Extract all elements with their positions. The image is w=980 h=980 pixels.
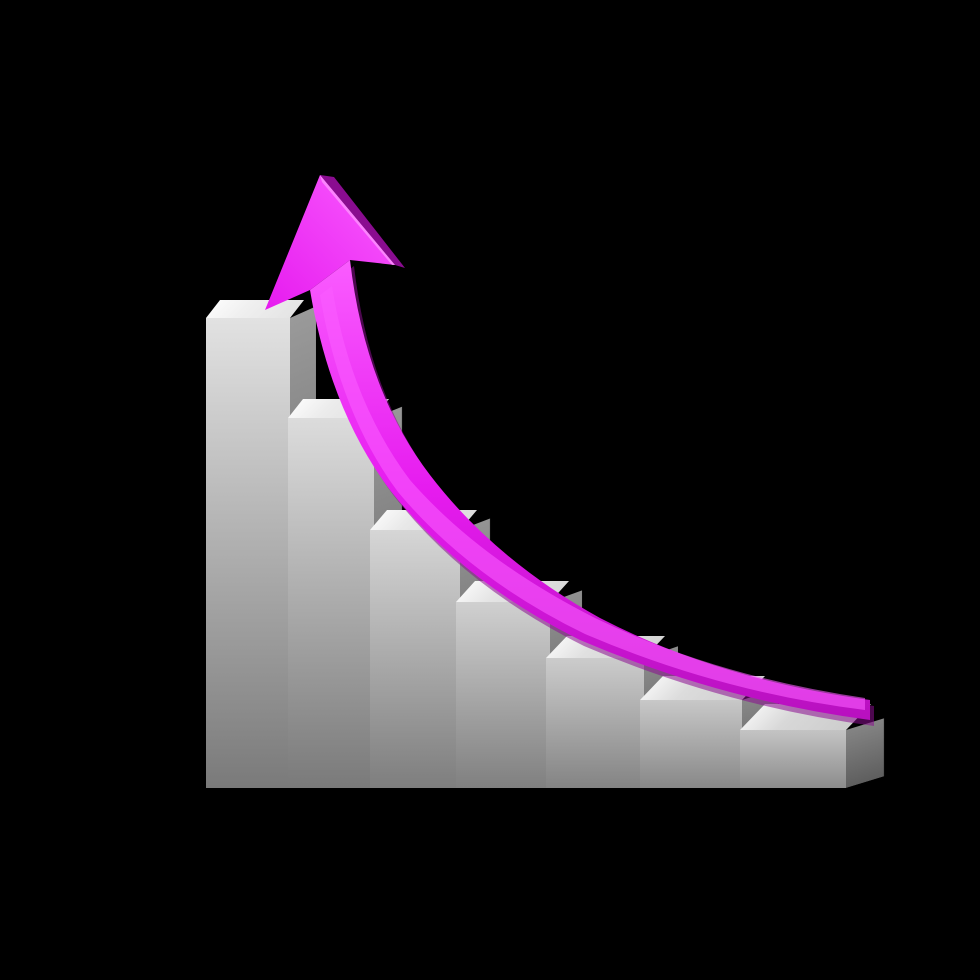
bar-top-face [206, 300, 304, 318]
bar-front-face [206, 318, 290, 788]
bar-front-face [640, 700, 742, 788]
bar-top-face [288, 399, 389, 418]
bar-top-face [456, 581, 569, 602]
bar-chart-3d [0, 0, 980, 980]
bar-front-face [546, 658, 644, 788]
bar-front-face [740, 730, 846, 788]
growth-arrow [0, 0, 980, 980]
bar-front-face [456, 602, 550, 788]
bar-top-face [370, 510, 477, 530]
arrow-head [265, 175, 395, 310]
bar-front-face [370, 530, 460, 788]
bar-front-face [288, 418, 374, 788]
bar-side-face [846, 718, 884, 788]
